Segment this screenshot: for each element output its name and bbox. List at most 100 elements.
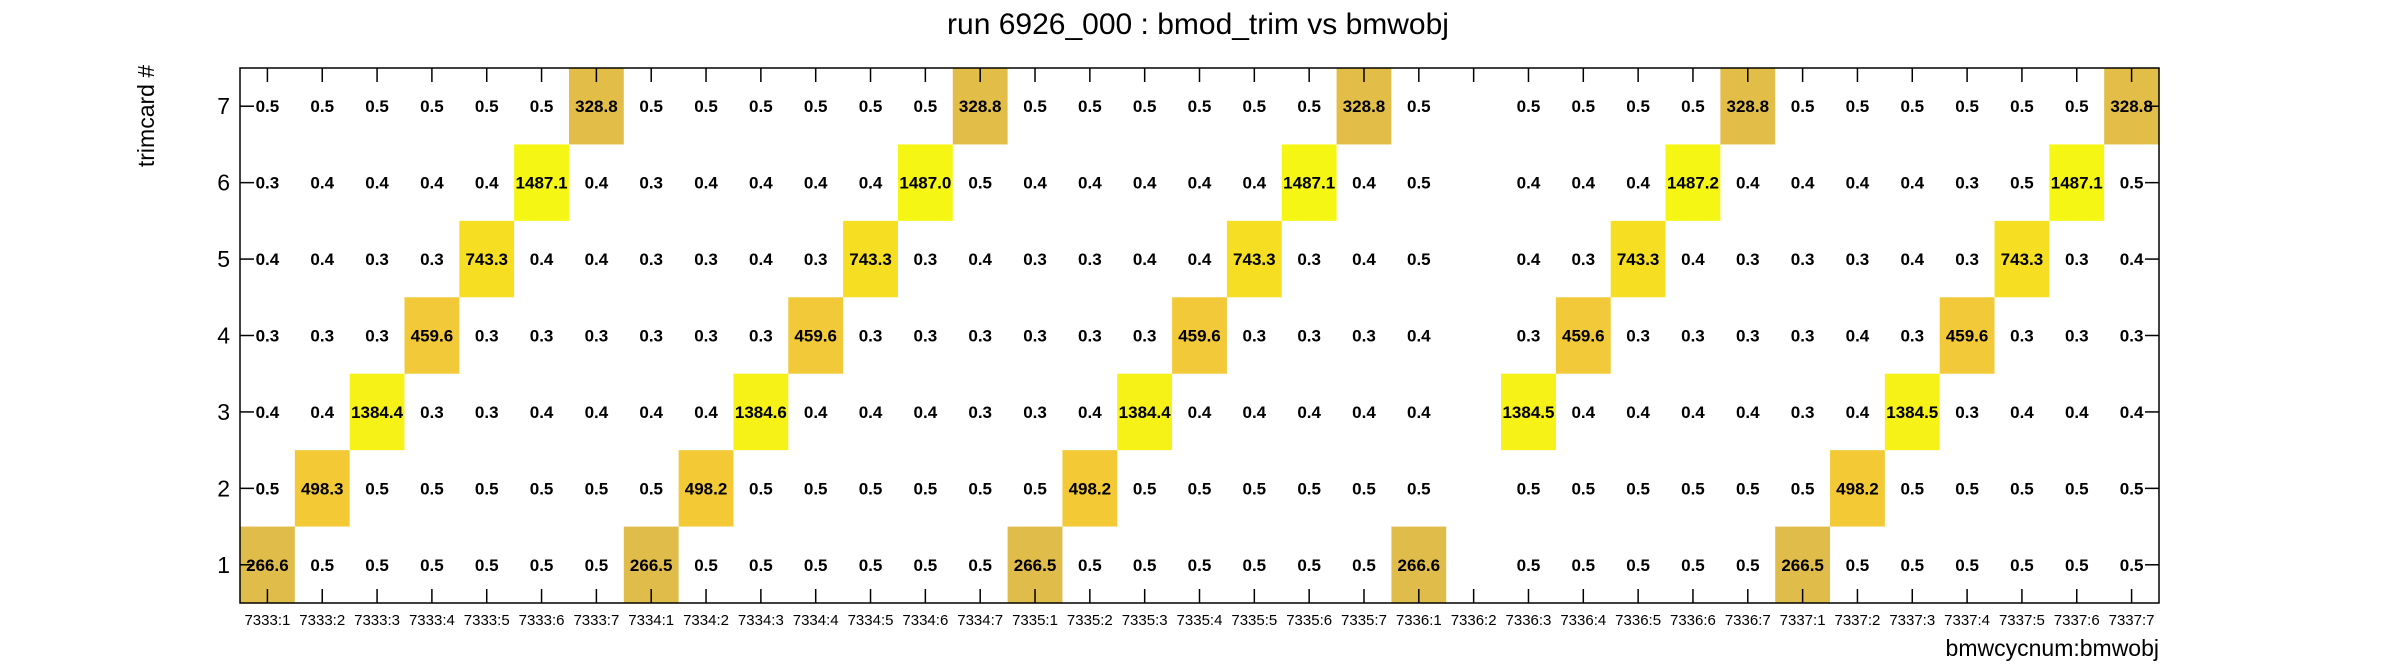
cell-value-label: 0.3 [1791,403,1815,422]
cell-value-label: 0.3 [1681,327,1705,346]
cell-value-label: 0.3 [1955,403,1979,422]
cell-value-label: 0.4 [1626,403,1650,422]
heatmap-cell [1665,144,1721,221]
cell-value-label: 0.5 [585,479,609,498]
cell-value-label: 0.5 [420,479,444,498]
cell-value-label: 0.3 [1791,327,1815,346]
cell-value-label: 0.5 [1955,97,1979,116]
cell-value-label: 0.3 [1626,327,1650,346]
cell-value-label: 0.5 [365,479,389,498]
cell-value-label: 0.4 [310,403,334,422]
cell-value-label: 0.5 [1517,556,1541,575]
x-tick-label: 7336:4 [1560,612,1606,629]
cell-value-label: 743.3 [1233,250,1276,269]
x-tick-label: 7334:3 [738,612,784,629]
cell-value-label: 0.3 [585,327,609,346]
cell-value-label: 0.3 [475,327,499,346]
cell-value-label: 0.4 [1188,174,1212,193]
cell-value-label: 0.3 [1736,250,1760,269]
cell-value-label: 0.5 [2010,174,2034,193]
heatmap-cell [897,144,953,221]
cell-value-label: 0.5 [310,556,334,575]
cell-value-label: 0.4 [749,250,773,269]
cell-labels: 266.6 0.5 0.5 0.5 0.5 0.5 0.5 266.5 0.5 0.5 0.5 0.5… [246,97,2153,575]
cell-value-label: 0.5 [1188,97,1212,116]
cell-value-label: 1487.2 [1667,174,1719,193]
x-tick-label: 7337:2 [1834,612,1880,629]
x-tick-label: 7333:6 [519,612,565,629]
cell-value-label: 498.2 [1069,479,1112,498]
cell-value-label: 0.5 [1626,556,1650,575]
cell-value-label: 0.5 [1133,556,1157,575]
cell-value-label: 0.3 [2065,250,2089,269]
cell-value-label: 0.5 [1955,479,1979,498]
cell-value-label: 0.5 [2010,556,2034,575]
heatmap-cell [459,220,515,298]
cell-value-label: 0.3 [530,327,554,346]
cell-value-label: 0.5 [749,556,773,575]
cell-value-label: 0.5 [475,479,499,498]
cell-value-label: 0.3 [914,250,938,269]
cell-value-label: 459.6 [1178,327,1221,346]
cell-value-label: 0.5 [530,479,554,498]
cell-value-label: 0.4 [1846,403,1870,422]
cell-value-label: 498.2 [685,479,728,498]
cell-value-label: 0.4 [530,403,554,422]
heatmap-cell [843,220,898,298]
cell-value-label: 0.4 [804,403,828,422]
y-axis-title: trimcard # [133,65,159,167]
cell-value-label: 0.3 [1955,174,1979,193]
x-tick-label: 7337:5 [1999,612,2045,629]
heatmap-cell [514,144,569,221]
cell-value-label: 0.5 [1188,556,1212,575]
cell-value-label: 0.5 [639,97,663,116]
cell-value-label: 0.4 [585,250,609,269]
cell-value-label: 0.4 [1900,174,1924,193]
chart-title: run 6926_000 : bmod_trim vs bmwobj [947,8,1449,41]
heatmap-cell [1501,373,1556,451]
cell-value-label: 0.4 [1736,174,1760,193]
cell-value-label: 459.6 [794,327,837,346]
cell-value-label: 498.2 [1836,479,1879,498]
cell-value-label: 0.5 [310,97,334,116]
cell-value-label: 0.5 [420,97,444,116]
cell-value-label: 0.4 [1078,174,1102,193]
axis-ticks: 1 2 3 4 5 6 7 7333:1 7333:2 7333:3 7333:4 7333:5 733… [217,68,2159,629]
cell-value-label: 0.4 [1681,250,1705,269]
cell-value-label: 1384.5 [1502,403,1554,422]
cell-value-label: 0.5 [1681,97,1705,116]
x-tick-label: 7335:4 [1177,612,1223,629]
cell-value-label: 0.5 [968,479,992,498]
cell-value-label: 328.8 [575,97,618,116]
y-tick-label: 4 [217,323,230,349]
cell-value-label: 0.3 [1352,327,1376,346]
cell-value-label: 0.3 [859,327,883,346]
cell-value-label: 0.4 [749,174,773,193]
cell-value-label: 0.5 [1133,479,1157,498]
cell-value-label: 0.5 [530,97,554,116]
cell-value-label: 0.3 [475,403,499,422]
heatmap-cell [1610,220,1666,298]
cell-value-label: 0.5 [1900,479,1924,498]
cell-value-label: 1487.1 [1283,174,1335,193]
cell-value-label: 0.4 [694,403,718,422]
cell-value-label: 0.3 [365,250,389,269]
x-tick-label: 7335:6 [1286,612,1332,629]
cell-value-label: 0.4 [1023,174,1047,193]
cell-value-label: 0.3 [1955,250,1979,269]
cell-value-label: 0.5 [749,97,773,116]
cell-value-label: 459.6 [1946,327,1989,346]
x-tick-label: 7337:6 [2054,612,2100,629]
cell-value-label: 0.4 [1900,250,1924,269]
cell-value-label: 0.5 [914,97,938,116]
heatmap-cell [1830,450,1885,527]
cell-value-label: 0.4 [310,174,334,193]
cell-value-label: 0.5 [365,97,389,116]
cell-value-label: 0.3 [1517,327,1541,346]
heatmap-cell [733,373,789,451]
heatmap-cell [788,297,844,374]
cell-value-label: 743.3 [2001,250,2044,269]
x-tick-label: 7334:4 [793,612,839,629]
cell-value-label: 0.4 [1243,403,1267,422]
